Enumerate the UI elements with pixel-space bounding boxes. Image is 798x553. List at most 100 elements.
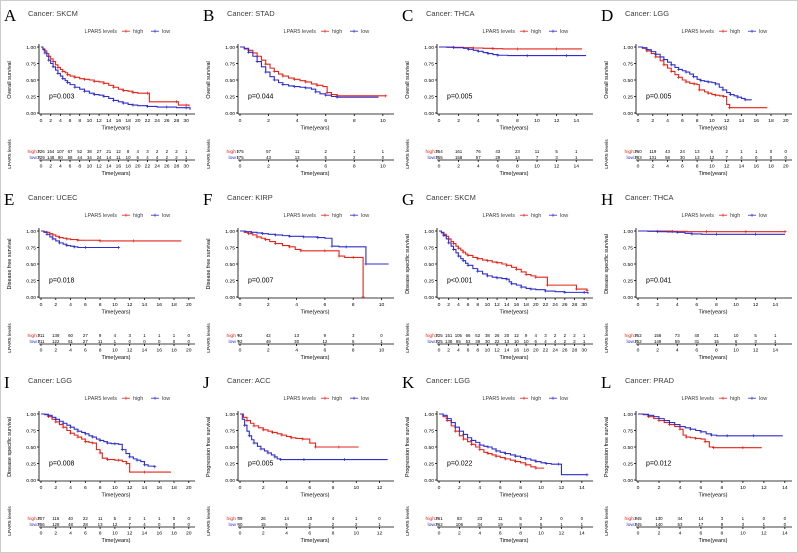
legend-high-label: high [531, 396, 541, 402]
y-tick-label: 0.75 [424, 61, 434, 67]
censor-mark-low-icon [314, 90, 318, 94]
legend-high-plus-icon [721, 396, 725, 400]
risk-x-tick-label: 22 [543, 347, 549, 353]
x-tick-label: 8 [715, 302, 718, 308]
x-tick-label: 12 [377, 485, 383, 491]
x-tick-label: 0 [239, 485, 242, 491]
x-tick-label: 6 [324, 118, 327, 124]
p-value: p=0.012 [646, 461, 672, 468]
risk-x-tick-label: 14 [573, 163, 579, 169]
legend-high-label: high [730, 396, 740, 402]
risk-count-high: 130 [655, 516, 663, 521]
x-tick-label: 4 [679, 485, 682, 491]
x-tick-label: 0 [239, 118, 242, 124]
y-tick-label: 0.50 [26, 445, 36, 451]
censor-mark-low-icon [699, 430, 703, 434]
risk-count-high: 1 [185, 149, 188, 154]
censor-mark-high-icon [703, 440, 707, 444]
risk-x-axis-title: Time(years) [499, 538, 528, 544]
risk-count-high: 254 [435, 149, 443, 154]
risk-count-high: 14 [698, 516, 703, 521]
risk-count-low: 1 [774, 338, 777, 343]
risk-count-high: 138 [52, 332, 60, 337]
y-tick-label: 1.00 [26, 45, 36, 51]
risk-row-high-label: high [28, 516, 38, 522]
censor-mark-high-icon [271, 431, 275, 435]
censor-mark-low-icon [145, 104, 149, 108]
censor-mark-high-icon [261, 428, 265, 432]
risk-count-low: 1 [380, 338, 383, 343]
risk-x-tick-label: 2 [49, 163, 52, 169]
y-tick-label: 0.00 [26, 294, 36, 300]
km-panel-C: C Cancer: THCA LPAR5 levels high low 1.00 0.75… [399, 1, 598, 185]
risk-x-tick-label: 18 [171, 347, 177, 353]
risk-count-low: 106 [456, 522, 464, 527]
censor-mark-low-icon [302, 235, 306, 239]
x-tick-label: 6 [308, 485, 311, 491]
y-tick-label: 1.00 [623, 45, 633, 51]
x-tick-label: 0 [637, 485, 640, 491]
x-axis-title: Time(years) [499, 309, 528, 315]
x-axis-title: Time(years) [499, 493, 528, 499]
risk-x-tick-label: 6 [324, 347, 327, 353]
x-tick-label: 8 [519, 485, 522, 491]
censor-mark-high-icon [76, 238, 80, 242]
km-panel-K: K Cancer: LGG LPAR5 levels high low 1.00 0.75 0… [399, 368, 598, 552]
x-tick-label: 2 [651, 118, 654, 124]
panel-letter: K [402, 373, 415, 392]
censor-mark-low-icon [452, 247, 456, 251]
risk-count-low: 252 [634, 338, 642, 343]
risk-row-low-label: low [428, 155, 436, 161]
risk-count-high: 4 [535, 332, 538, 337]
risk-x-tick-label: 30 [581, 347, 587, 353]
risk-x-tick-label: 24 [154, 163, 160, 169]
censor-mark-high-icon [299, 248, 303, 252]
risk-count-low: 3 [754, 338, 757, 343]
censor-mark-high-icon [466, 253, 470, 257]
risk-x-tick-label: 12 [127, 347, 133, 353]
x-tick-label: 14 [772, 302, 778, 308]
risk-count-low: 2 [573, 338, 576, 343]
y-tick-label: 0.25 [623, 278, 633, 284]
x-tick-label: 20 [533, 302, 539, 308]
censor-mark-low-icon [496, 53, 500, 57]
censor-mark-high-icon [54, 420, 58, 424]
legend-low-label: low [759, 29, 767, 35]
risk-count-high: 2 [540, 516, 543, 521]
risk-count-high: 44 [678, 516, 683, 521]
censor-mark-low-icon [503, 452, 507, 456]
km-panel-B: B Cancer: STAD LPAR5 levels high low 1.00 0.75… [200, 1, 399, 185]
risk-x-tick-label: 2 [54, 347, 57, 353]
risk-count-low: 10 [524, 338, 529, 343]
risk-count-high: 14 [284, 516, 289, 521]
risk-count-low: 122 [52, 338, 60, 343]
y-axis-title: Overall survival [7, 61, 13, 99]
censor-mark-high-icon [264, 62, 268, 66]
censor-mark-high-icon [76, 435, 80, 439]
risk-count-low: 15 [261, 522, 266, 527]
censor-mark-low-icon [453, 425, 457, 429]
risk-count-low: 90 [58, 155, 63, 160]
risk-row-low-label: low [627, 338, 635, 344]
censor-mark-low-icon [128, 455, 132, 459]
risk-x-tick-label: 14 [739, 163, 745, 169]
risk-count-low: 158 [455, 155, 463, 160]
risk-row-high-label: high [28, 149, 38, 155]
censor-mark-low-icon [120, 448, 124, 452]
risk-row-high-label: high [625, 516, 635, 522]
y-tick-label: 0.00 [623, 111, 633, 117]
risk-x-tick-label: 4 [69, 531, 72, 537]
x-tick-label: 28 [174, 118, 180, 124]
risk-count-low: 61 [68, 338, 73, 343]
censor-mark-high-icon [654, 55, 658, 59]
censor-mark-low-icon [706, 80, 710, 84]
risk-count-low: 1 [575, 155, 578, 160]
y-tick-label: 1.00 [424, 412, 434, 418]
km-panel-F: F Cancer: KIRP LPAR5 levels high low 1.00 0.75… [200, 185, 399, 369]
x-tick-label: 12 [753, 302, 759, 308]
censor-mark-low-icon [343, 458, 347, 462]
risk-x-tick-label: 6 [681, 163, 684, 169]
y-axis-title: Disease free survival [7, 238, 13, 289]
censor-mark-low-icon [486, 52, 490, 56]
panel-letter: F [203, 190, 212, 209]
